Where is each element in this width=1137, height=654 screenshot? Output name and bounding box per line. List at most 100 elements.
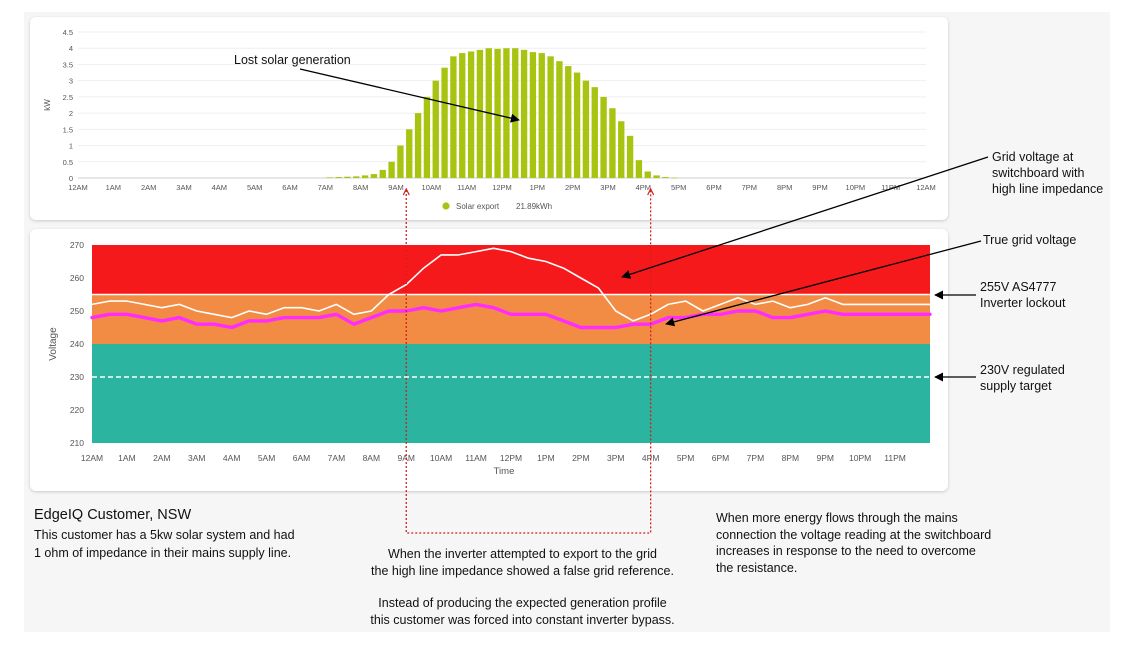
y-tick-label: 0.5: [63, 158, 73, 167]
dotted-bypass-bracket: [405, 190, 652, 534]
bar: [467, 51, 475, 178]
x-tick-label: 11PM: [881, 183, 900, 192]
bar: [547, 56, 554, 179]
x-axis-label: Time: [494, 466, 515, 477]
bar: [441, 67, 448, 178]
x-tick-label: 6AM: [293, 453, 310, 463]
x-tick-label: 1PM: [537, 453, 554, 463]
bar: [591, 87, 598, 178]
bar: [600, 96, 607, 178]
x-tick-label: 6PM: [706, 183, 721, 192]
x-tick-label: 8AM: [353, 183, 368, 192]
regulated-label: 230V regulated supply target: [980, 363, 1065, 393]
bar: [503, 48, 510, 178]
x-tick-label: 1AM: [118, 453, 135, 463]
middle-note-1: When the inverter attempted to export to…: [371, 547, 674, 578]
x-tick-label: 12AM: [81, 453, 103, 463]
bar: [353, 176, 360, 178]
bar: [653, 175, 660, 178]
x-tick-label: 4PM: [642, 453, 659, 463]
x-tick-label: 6AM: [282, 183, 297, 192]
x-tick-label: 9PM: [812, 183, 827, 192]
customer-title: EdgeIQ Customer, NSW: [34, 507, 192, 523]
bar: [609, 108, 616, 178]
x-tick-label: 3PM: [607, 453, 624, 463]
voltage-band: [92, 294, 930, 344]
bar: [344, 176, 351, 178]
bar: [432, 80, 439, 178]
x-tick-label: 8PM: [782, 453, 799, 463]
y-tick-label: 210: [70, 438, 84, 448]
true-grid-voltage-arrow: [665, 240, 982, 327]
bar: [538, 53, 545, 178]
y-tick-label: 0: [69, 174, 73, 183]
true-grid-voltage-line: [90, 302, 932, 330]
bar: [450, 56, 457, 179]
bar: [388, 161, 395, 178]
x-tick-label: 7PM: [742, 183, 757, 192]
bar: [573, 72, 581, 178]
y-tick-label: 1: [69, 142, 73, 151]
x-tick-label: 5PM: [671, 183, 686, 192]
bar: [671, 177, 678, 179]
bracket-tip-left: [402, 187, 410, 196]
x-tick-label: 11PM: [884, 453, 906, 463]
voltage-band: [92, 344, 930, 443]
middle-note-2: Instead of producing the expected genera…: [370, 596, 675, 627]
x-tick-label: 9AM: [388, 183, 403, 192]
y-tick-label: 260: [70, 273, 84, 283]
bar: [379, 169, 386, 178]
x-tick-label: 11AM: [465, 453, 487, 463]
y-tick-label: 4.5: [63, 28, 73, 37]
y-tick-label: 270: [70, 240, 84, 250]
x-tick-label: 2AM: [141, 183, 156, 192]
x-tick-label: 10AM: [430, 453, 452, 463]
bar: [529, 52, 537, 178]
y-tick-label: 4: [69, 44, 73, 53]
y-tick-label: 2: [69, 109, 73, 118]
x-tick-label: 2AM: [153, 453, 170, 463]
right-note: When more energy flows through the mains…: [716, 511, 992, 575]
bar: [520, 49, 528, 178]
x-tick-label: 8PM: [777, 183, 792, 192]
bar: [618, 121, 625, 178]
x-tick-label: 1PM: [530, 183, 545, 192]
y-tick-label: 250: [70, 306, 84, 316]
x-tick-label: 5PM: [677, 453, 694, 463]
lost-solar-label: Lost solar generation: [234, 53, 351, 67]
x-tick-label: 1AM: [106, 183, 121, 192]
x-tick-label: 12PM: [492, 183, 512, 192]
x-tick-label: 12AM: [916, 183, 936, 192]
bar: [423, 96, 431, 178]
x-tick-label: 10PM: [849, 453, 871, 463]
voltage-chart: 210 220 230 240 250 260 270 Voltage 12AM 1AM 2AM 3A…: [48, 240, 932, 477]
y-tick-label: 240: [70, 339, 84, 349]
annotation-overlay: [299, 68, 989, 534]
x-tick-label: 4AM: [212, 183, 227, 192]
y-tick-label: 2.5: [63, 93, 73, 102]
switchboard-voltage-arrow: [621, 156, 989, 279]
lost-solar-arrow: [299, 68, 520, 123]
bar: [459, 53, 466, 178]
bar: [476, 49, 484, 178]
true-grid-voltage-label: True grid voltage: [983, 233, 1077, 247]
bar: [494, 48, 501, 179]
bar: [582, 80, 590, 178]
y-axis-label: Voltage: [48, 327, 59, 361]
bar: [556, 61, 563, 179]
x-tick-label: 7PM: [747, 453, 764, 463]
bar: [644, 171, 651, 178]
y-tick-label: 1.5: [63, 125, 73, 134]
y-tick-label: 230: [70, 372, 84, 382]
x-tick-label: 10AM: [422, 183, 442, 192]
grid-voltage-switchboard-label: Grid voltage at switchboard with high li…: [992, 150, 1104, 196]
bar: [635, 160, 643, 178]
legend-swatch: [442, 202, 450, 210]
bracket-tip-right: [647, 187, 655, 196]
bar: [662, 177, 669, 178]
bar: [512, 48, 519, 178]
x-tick-label: 3AM: [176, 183, 191, 192]
legend-label: Solar export: [456, 202, 500, 211]
x-tick-label: 4PM: [636, 183, 651, 192]
